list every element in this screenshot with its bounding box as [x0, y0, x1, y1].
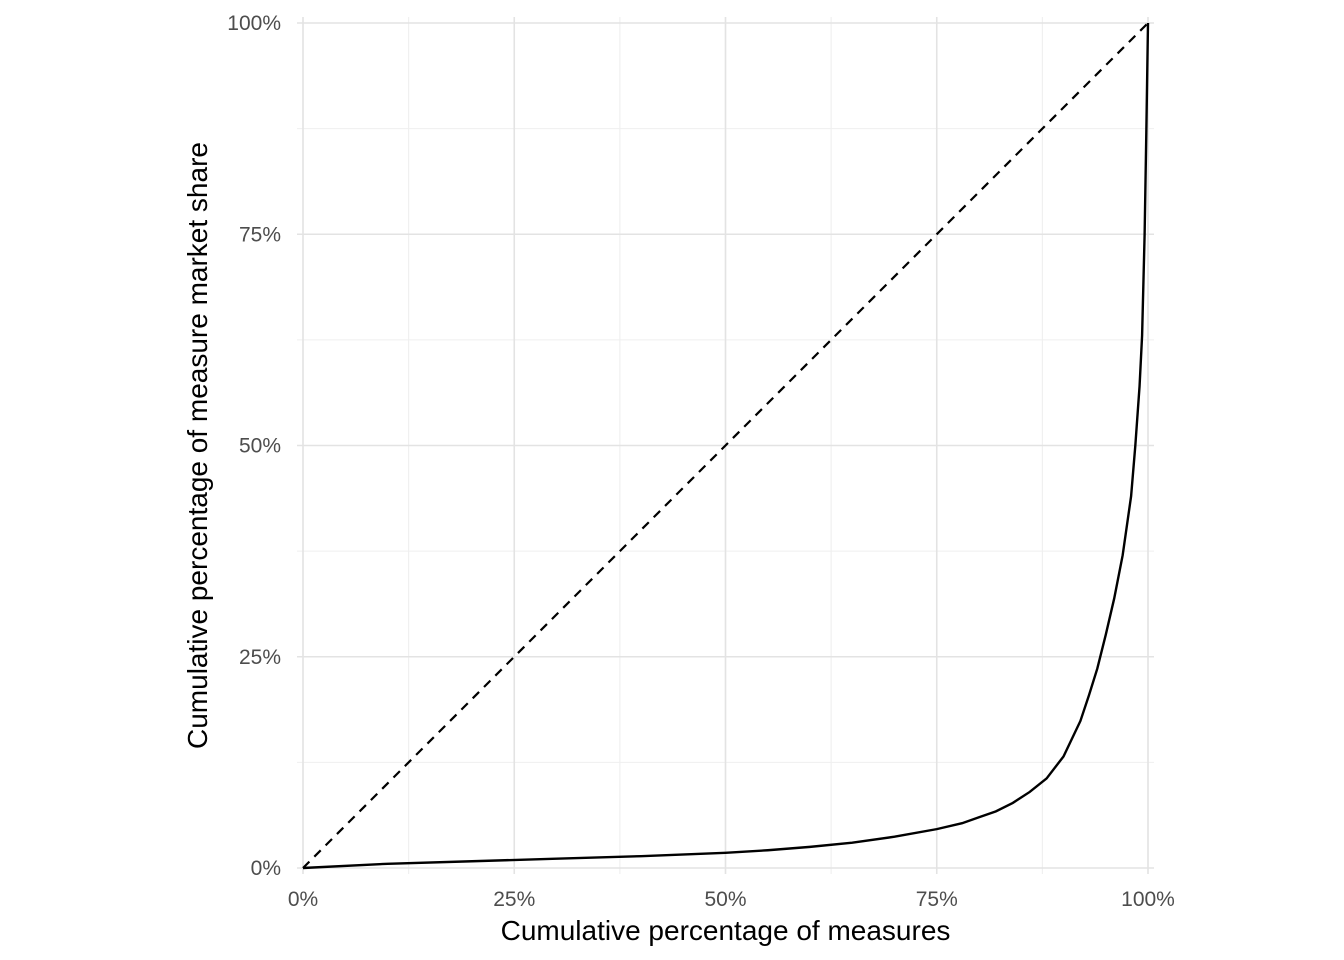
y-tick-label: 50%: [239, 435, 281, 458]
tick-labels: 0% 25% 50% 75% 100% 0% 25% 50% 75% 100%: [227, 12, 1175, 911]
x-tick-label: 25%: [493, 888, 535, 911]
x-tick-label: 0%: [288, 888, 318, 911]
y-axis-title: Cumulative percentage of measure market …: [182, 142, 213, 749]
x-axis-title: Cumulative percentage of measures: [501, 915, 951, 946]
cumulative-share-line: [302, 22, 1150, 870]
equality-reference-line: [302, 22, 1149, 869]
x-tick-label: 75%: [916, 888, 958, 911]
x-tick-label: 100%: [1121, 888, 1175, 911]
y-tick-label: 0%: [251, 857, 281, 880]
y-tick-label: 75%: [239, 223, 281, 246]
y-tick-label: 25%: [239, 646, 281, 669]
axis-titles: Cumulative percentage of measures Cumula…: [182, 142, 950, 946]
y-tick-label: 100%: [227, 12, 281, 35]
x-tick-label: 50%: [704, 888, 746, 911]
series-layer: [302, 22, 1150, 870]
grid: [297, 17, 1154, 874]
